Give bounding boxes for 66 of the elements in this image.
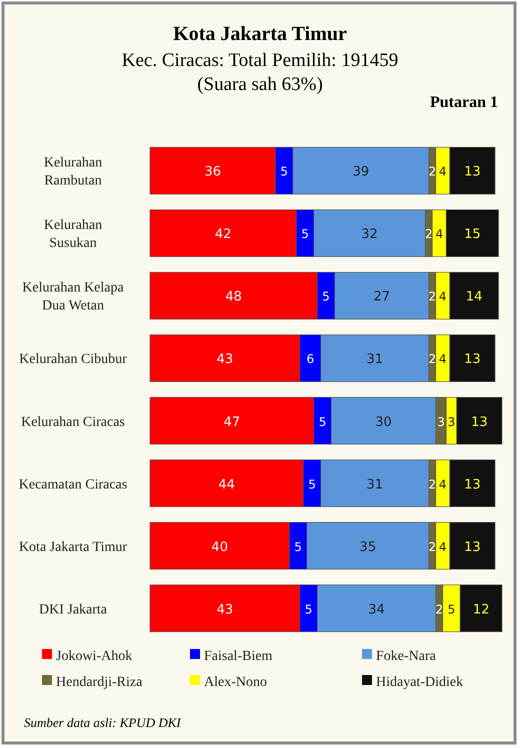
y-tick-label: DKI Jakarta [38,602,108,618]
data-label: 36 [204,164,222,180]
data-label: 31 [366,352,384,368]
data-label: 3 [437,414,445,429]
data-label: 2 [428,164,436,179]
data-label: 4 [438,352,447,366]
data-label: 5 [318,414,326,429]
data-label: 2 [428,352,436,366]
data-label: 5 [280,164,288,179]
data-label: 35 [360,540,376,555]
data-label: 27 [373,290,390,305]
data-label: 13 [464,540,481,555]
text: Putaran 1 [430,94,498,111]
data-label: 5 [308,477,316,492]
data-label: 4 [438,290,447,304]
data-label: 5 [304,602,312,616]
legend-label: Hidayat-Didiek [376,675,464,690]
data-label: 44 [218,477,235,492]
data-label: 32 [361,227,378,242]
data-label: 30 [375,414,392,430]
data-label: 6 [306,352,314,366]
data-label: 5 [448,602,456,616]
data-label: 13 [464,477,481,492]
data-label: 2 [435,602,444,616]
text: Sumber data asli: KPUD DKI [24,715,182,730]
legend-label: Hendardji-Riza [56,675,144,690]
chart-subtitle: Kec. Ciracas: Total Pemilih: 191459 (Suara sah 63%) [122,50,398,95]
y-tick-label: Kelurahan Susukan [44,218,102,252]
data-label: 2 [424,227,433,242]
data-label: 43 [216,602,234,618]
data-label: 13 [464,352,481,368]
y-tick-label: Kelurahan Cibubur [19,352,128,368]
data-label: 13 [471,414,488,430]
y-tick-label: Kecamatan Ciracas [18,477,128,492]
y-tick-label: Kota Jakarta Timur [18,540,128,555]
data-label: 3 [448,414,456,429]
data-label: 4 [438,164,447,179]
data-label: 4 [438,540,447,554]
data-label: 5 [294,540,302,554]
data-label: 13 [464,164,481,180]
data-label: 2 [428,477,436,492]
data-label: 43 [216,352,234,368]
data-label: 4 [435,227,444,242]
y-tick-label: Kelurahan Ciracas [21,414,125,430]
data-label: 5 [322,290,330,304]
y-tick-label: Kelurahan Kelapa Dua Wetan [22,280,125,314]
legend-label: Alex-Nono [204,675,267,690]
data-label: 40 [211,540,228,555]
data-label: 48 [225,290,242,305]
series-label: Jokowi-Ahok [56,649,132,664]
data-label: 34 [368,602,385,618]
data-label: 5 [301,227,309,242]
data-label: 12 [472,602,490,618]
data-label: 47 [224,414,240,430]
legend-label: Foke-Nara [376,649,437,664]
data-label: 39 [352,164,370,180]
data-label: 14 [466,290,482,305]
data-label: 31 [366,477,384,492]
chart-title: Kota Jakarta Timur [173,23,347,45]
legend-label: Faisal-Biem [204,649,273,664]
data-label: 4 [438,477,447,492]
data-label: 2 [428,290,436,304]
data-label: 15 [464,227,481,242]
data-label: 2 [428,540,436,554]
y-tick-label: Kelurahan Rambutan [44,156,102,189]
data-label: 42 [214,227,232,242]
